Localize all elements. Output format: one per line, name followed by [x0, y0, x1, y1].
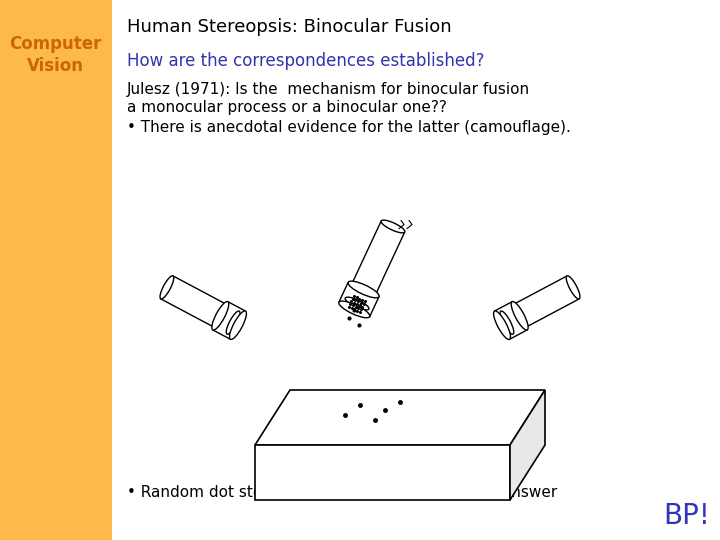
Polygon shape [161, 276, 239, 334]
Polygon shape [213, 302, 246, 339]
Ellipse shape [212, 301, 229, 330]
Ellipse shape [338, 301, 370, 318]
Ellipse shape [500, 311, 514, 334]
Ellipse shape [381, 220, 405, 233]
Polygon shape [0, 0, 112, 540]
Polygon shape [495, 302, 527, 339]
Polygon shape [346, 221, 405, 309]
Text: BP!: BP! [663, 502, 710, 530]
Ellipse shape [511, 301, 528, 330]
Polygon shape [255, 445, 510, 500]
Polygon shape [501, 276, 579, 334]
Ellipse shape [494, 311, 510, 340]
Text: • Random dot stereograms provide an objective answer: • Random dot stereograms provide an obje… [127, 485, 557, 500]
Text: • There is anecdotal evidence for the latter (camouflage).: • There is anecdotal evidence for the la… [127, 120, 570, 135]
Text: a monocular process or a binocular one??: a monocular process or a binocular one?? [127, 100, 446, 115]
Text: Computer
Vision: Computer Vision [9, 35, 102, 75]
Ellipse shape [226, 311, 240, 334]
Text: Human Stereopsis: Binocular Fusion: Human Stereopsis: Binocular Fusion [127, 18, 451, 36]
Ellipse shape [230, 311, 246, 340]
Ellipse shape [566, 276, 580, 299]
Text: Julesz (1971): Is the  mechanism for binocular fusion: Julesz (1971): Is the mechanism for bino… [127, 82, 530, 97]
Ellipse shape [345, 297, 369, 310]
Polygon shape [510, 390, 545, 500]
Polygon shape [255, 390, 545, 445]
Ellipse shape [160, 276, 174, 299]
Text: How are the correspondences established?: How are the correspondences established? [127, 52, 484, 70]
Ellipse shape [348, 281, 379, 298]
Polygon shape [339, 282, 379, 316]
